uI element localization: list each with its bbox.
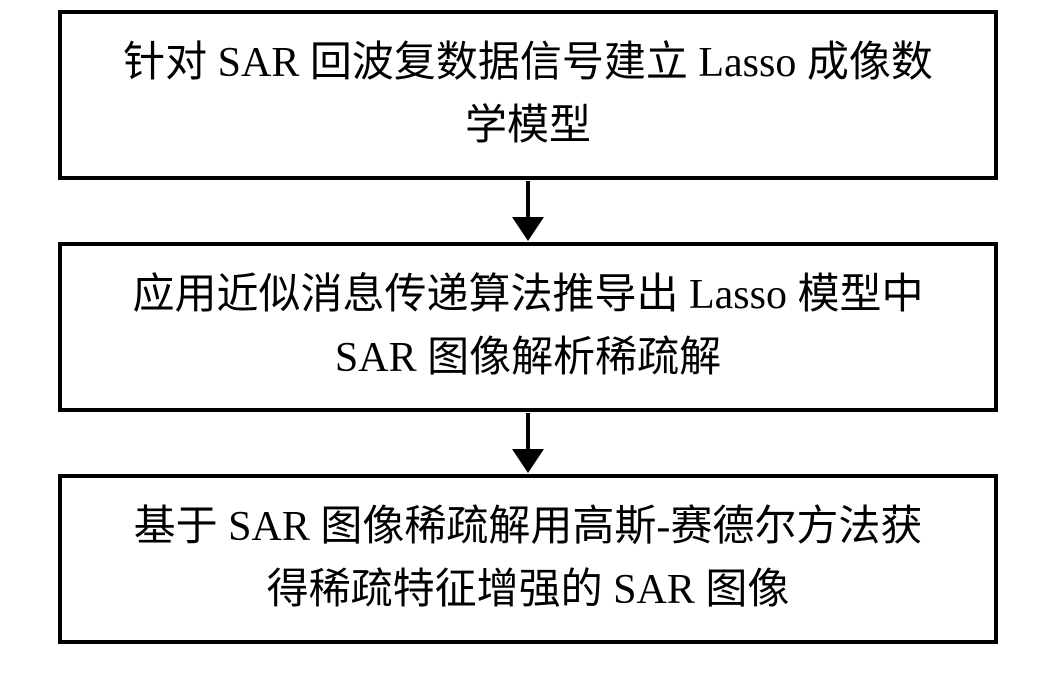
arrow-head-icon [512, 217, 544, 241]
arrow-line-icon [526, 181, 530, 217]
step-1-text-line2: 学模型 [465, 103, 591, 149]
arrow-1 [512, 180, 544, 242]
step-2-text-line1: 应用近似消息传递算法推导出 Lasso 模型中 [133, 272, 924, 318]
step-1-text-line1: 针对 SAR 回波复数据信号建立 Lasso 成像数 [123, 40, 933, 86]
flowchart-step-2: 应用近似消息传递算法推导出 Lasso 模型中 SAR 图像解析稀疏解 [58, 242, 998, 412]
flowchart-step-1: 针对 SAR 回波复数据信号建立 Lasso 成像数 学模型 [58, 10, 998, 180]
arrow-head-icon [512, 449, 544, 473]
flowchart-container: 针对 SAR 回波复数据信号建立 Lasso 成像数 学模型 应用近似消息传递算… [0, 10, 1056, 644]
step-2-text-line2: SAR 图像解析稀疏解 [335, 335, 721, 381]
flowchart-step-3: 基于 SAR 图像稀疏解用高斯-赛德尔方法获 得稀疏特征增强的 SAR 图像 [58, 474, 998, 644]
arrow-line-icon [526, 413, 530, 449]
step-3-text-line1: 基于 SAR 图像稀疏解用高斯-赛德尔方法获 [134, 504, 923, 550]
arrow-2 [512, 412, 544, 474]
step-3-text-line2: 得稀疏特征增强的 SAR 图像 [267, 567, 790, 613]
